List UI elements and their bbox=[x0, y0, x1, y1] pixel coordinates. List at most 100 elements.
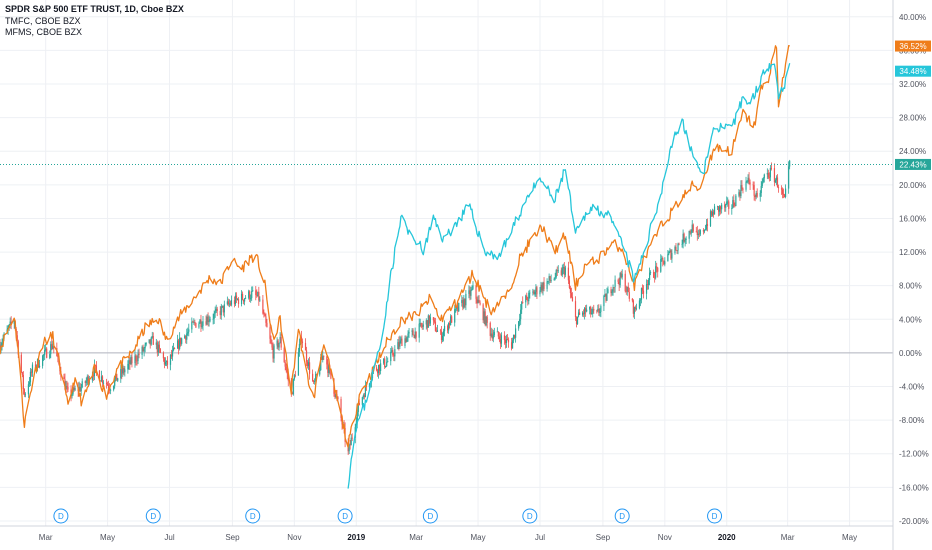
spy-candle-body bbox=[233, 300, 236, 305]
spy-candle-body bbox=[441, 335, 444, 341]
spy-candle-body bbox=[703, 229, 706, 232]
spy-candle-body bbox=[578, 312, 581, 315]
spy-candle-body bbox=[100, 376, 103, 382]
spy-candle-body bbox=[706, 224, 709, 227]
spy-candle-body bbox=[499, 339, 501, 344]
spy-candle-body bbox=[86, 376, 88, 381]
spy-candle-body bbox=[9, 321, 11, 325]
spy-candle-body bbox=[165, 360, 168, 363]
spy-candle-body bbox=[321, 357, 323, 360]
spy-candle-body bbox=[202, 321, 204, 326]
spy-candle-body bbox=[283, 347, 285, 363]
spy-candle-body bbox=[514, 334, 516, 338]
spy-candle-body bbox=[728, 201, 730, 209]
spy-candle-body bbox=[79, 386, 81, 392]
spy-candle-body bbox=[555, 270, 557, 278]
badge-background bbox=[895, 40, 931, 52]
spy-candle-body bbox=[626, 286, 628, 292]
spy-candle-body bbox=[556, 270, 558, 271]
spy-candle-body bbox=[769, 167, 771, 178]
spy-candle-body bbox=[348, 444, 350, 452]
spy-candle-body bbox=[492, 335, 494, 339]
spy-candle-body bbox=[704, 229, 707, 231]
spy-candle-body bbox=[305, 350, 308, 362]
spy-candle-body bbox=[776, 177, 779, 188]
dividend-marker: D bbox=[614, 508, 630, 524]
spy-candle-body bbox=[181, 338, 183, 344]
spy-candle-body bbox=[676, 250, 678, 251]
dividend-label: D bbox=[250, 512, 256, 521]
spy-candle-body bbox=[711, 211, 714, 216]
y-tick-label: 24.00% bbox=[899, 147, 926, 156]
x-tick-label: Jul bbox=[164, 533, 174, 542]
spy-candle-body bbox=[541, 284, 543, 291]
spy-candle-body bbox=[557, 270, 559, 272]
dividend-label: D bbox=[619, 512, 625, 521]
spy-candle-body bbox=[685, 238, 687, 240]
x-tick-label: Nov bbox=[658, 533, 672, 542]
spy-candle-body bbox=[489, 322, 491, 336]
spy-candle-body bbox=[621, 273, 623, 278]
spy-candle-body bbox=[536, 287, 538, 295]
spy-candle-body bbox=[529, 292, 531, 294]
spy-candle-body bbox=[385, 366, 387, 368]
dividend-label: D bbox=[427, 512, 433, 521]
dividend-label: D bbox=[150, 512, 156, 521]
legend-compare-mfms[interactable]: MFMS, CBOE BZX bbox=[5, 27, 83, 37]
spy-candle-body bbox=[463, 298, 465, 308]
spy-candle-body bbox=[179, 337, 181, 349]
spy-candle-body bbox=[773, 168, 776, 183]
spy-candle-body bbox=[540, 284, 542, 291]
spy-candle-body bbox=[264, 314, 266, 317]
spy-candle-body bbox=[571, 296, 574, 302]
spy-candle-body bbox=[123, 368, 125, 373]
spy-candle-body bbox=[114, 379, 116, 386]
spy-candle-body bbox=[752, 184, 754, 186]
spy-candle-body bbox=[662, 258, 664, 261]
spy-candle-body bbox=[323, 355, 325, 357]
spy-candle-body bbox=[357, 402, 359, 412]
spy-candle-body bbox=[742, 188, 744, 190]
spy-candle-body bbox=[122, 368, 124, 374]
spy-candle-body bbox=[406, 336, 408, 342]
spy-candle-body bbox=[223, 304, 225, 313]
spy-candle-body bbox=[549, 276, 551, 281]
spy-candle-body bbox=[235, 295, 238, 300]
legend-compare-tmfc[interactable]: TMFC, CBOE BZX bbox=[5, 15, 81, 26]
spy-candle-body bbox=[698, 233, 700, 235]
spy-candle-body bbox=[65, 385, 67, 390]
spy-candle-body bbox=[71, 393, 73, 397]
spy-candle-body bbox=[265, 316, 267, 323]
spy-candle-body bbox=[21, 372, 23, 375]
spy-candle-body bbox=[720, 206, 722, 210]
spy-candle-body bbox=[522, 302, 524, 303]
spy-candle-body bbox=[762, 178, 764, 182]
spy-candle-body bbox=[754, 195, 756, 198]
spy-candle-body bbox=[690, 232, 692, 234]
spy-candle-body bbox=[413, 335, 415, 339]
spy-candle-body bbox=[404, 338, 406, 347]
y-tick-label: 4.00% bbox=[899, 315, 922, 324]
spy-candle-body bbox=[150, 337, 152, 345]
spy-candle-body bbox=[312, 373, 314, 381]
spy-candle-body bbox=[435, 331, 438, 332]
spy-candle-body bbox=[546, 281, 548, 289]
spy-candle-body bbox=[461, 300, 463, 303]
x-tick-label: 2019 bbox=[347, 533, 365, 542]
legend-main-symbol[interactable]: SPDR S&P 500 ETF TRUST, 1D, Cboe BZX bbox=[5, 4, 184, 14]
spy-candle-body bbox=[611, 291, 613, 294]
spy-candle-body bbox=[315, 374, 317, 381]
spy-candle-body bbox=[471, 288, 473, 290]
spy-candle-body bbox=[533, 291, 535, 295]
tmfc-last-value-badge: 36.52% bbox=[895, 40, 931, 52]
spy-candle-body bbox=[364, 385, 366, 398]
spy-candle-body bbox=[592, 308, 594, 313]
dividend-marker: D bbox=[707, 508, 723, 524]
spy-candle-body bbox=[135, 355, 137, 361]
spy-candle-body bbox=[134, 355, 136, 364]
spy-candle-body bbox=[308, 362, 311, 374]
spy-candle-body bbox=[731, 208, 733, 209]
spy-candle-body bbox=[276, 340, 278, 346]
spy-candle-body bbox=[316, 374, 318, 375]
